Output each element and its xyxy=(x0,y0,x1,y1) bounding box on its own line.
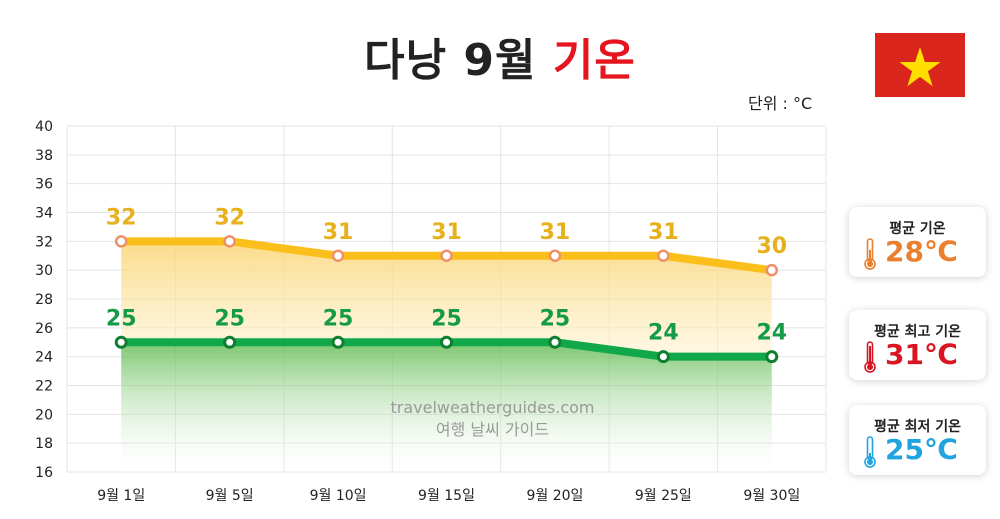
high-temp-label: 31 xyxy=(323,220,354,245)
x-tick-label: 9월 1일 xyxy=(97,488,145,504)
thermometer-icon xyxy=(864,238,876,270)
avg-temp-label: 평균 기온 xyxy=(889,221,946,237)
y-tick-label: 20 xyxy=(35,407,53,423)
y-tick-label: 40 xyxy=(35,119,53,135)
low-temp-point xyxy=(440,335,453,349)
y-tick-label: 18 xyxy=(35,436,53,452)
low-temp-label: 25 xyxy=(431,306,462,331)
low-temp-area xyxy=(121,342,772,472)
unit-label: 단위 : °C xyxy=(748,94,813,113)
low-temp-label: 24 xyxy=(756,321,787,346)
high-temp-label: 32 xyxy=(214,205,245,230)
chart-title: 다낭 9월 기온 xyxy=(0,24,1000,88)
y-tick-label: 38 xyxy=(35,148,53,164)
title-accent: 기온 xyxy=(552,35,636,86)
x-tick-label: 9월 20일 xyxy=(526,488,583,504)
avg-high-label: 평균 최고 기온 xyxy=(873,324,962,340)
avg-low-card: 평균 최저 기온 25℃ xyxy=(849,405,986,475)
high-temp-point xyxy=(223,235,236,248)
watermark-text: 여행 날씨 가이드 xyxy=(435,420,550,439)
high-temp-label: 31 xyxy=(540,220,571,245)
avg-high-card: 평균 최고 기온 31℃ xyxy=(849,310,986,380)
y-tick-label: 22 xyxy=(35,379,53,395)
low-temp-label: 24 xyxy=(648,321,679,346)
low-temp-point xyxy=(114,335,128,349)
avg-high-value: 31℃ xyxy=(885,338,958,371)
high-temp-point xyxy=(548,249,562,262)
title-main: 다낭 9월 xyxy=(364,35,553,86)
high-temp-point xyxy=(331,249,345,262)
high-temp-point xyxy=(114,235,128,248)
avg-temp-value: 28℃ xyxy=(885,235,958,268)
watermark-url: travelweatherguides.com xyxy=(390,398,595,417)
high-temp-label: 30 xyxy=(756,234,787,259)
avg-low-value: 25℃ xyxy=(885,433,958,466)
low-temp-label: 25 xyxy=(323,306,354,331)
low-temp-point xyxy=(331,335,345,349)
low-temp-label: 25 xyxy=(540,306,571,331)
high-temp-label: 31 xyxy=(648,220,679,245)
high-temp-point xyxy=(765,263,779,277)
low-temp-label: 25 xyxy=(214,306,245,331)
x-tick-label: 9월 25일 xyxy=(635,488,692,504)
y-tick-label: 28 xyxy=(35,292,53,308)
y-tick-label: 30 xyxy=(35,263,53,279)
y-tick-label: 36 xyxy=(35,177,53,193)
y-tick-label: 32 xyxy=(35,234,53,250)
avg-low-label: 평균 최저 기온 xyxy=(873,419,962,435)
high-temp-point xyxy=(657,249,670,262)
low-temp-point xyxy=(548,335,562,349)
x-tick-label: 9월 15일 xyxy=(418,488,475,504)
x-tick-label: 9월 30일 xyxy=(743,488,800,504)
low-temp-point xyxy=(223,335,237,349)
high-temp-label: 32 xyxy=(106,205,137,230)
high-temp-point xyxy=(440,249,453,262)
high-temp-label: 31 xyxy=(431,220,462,245)
high-temp-area xyxy=(121,241,772,357)
thermometer-icon xyxy=(864,436,876,468)
x-tick-label: 9월 10일 xyxy=(310,488,367,504)
x-tick-label: 9월 5일 xyxy=(206,488,254,504)
vietnam-flag-icon xyxy=(875,33,965,97)
avg-temp-card: 평균 기온 28℃ xyxy=(849,207,986,277)
y-tick-label: 26 xyxy=(35,321,53,337)
thermometer-icon xyxy=(864,341,876,373)
y-tick-label: 24 xyxy=(35,350,53,366)
low-temp-point xyxy=(765,350,779,364)
y-tick-label: 16 xyxy=(35,465,53,481)
low-temp-label: 25 xyxy=(106,306,137,331)
y-tick-label: 34 xyxy=(35,206,53,222)
low-temp-point xyxy=(656,350,670,364)
